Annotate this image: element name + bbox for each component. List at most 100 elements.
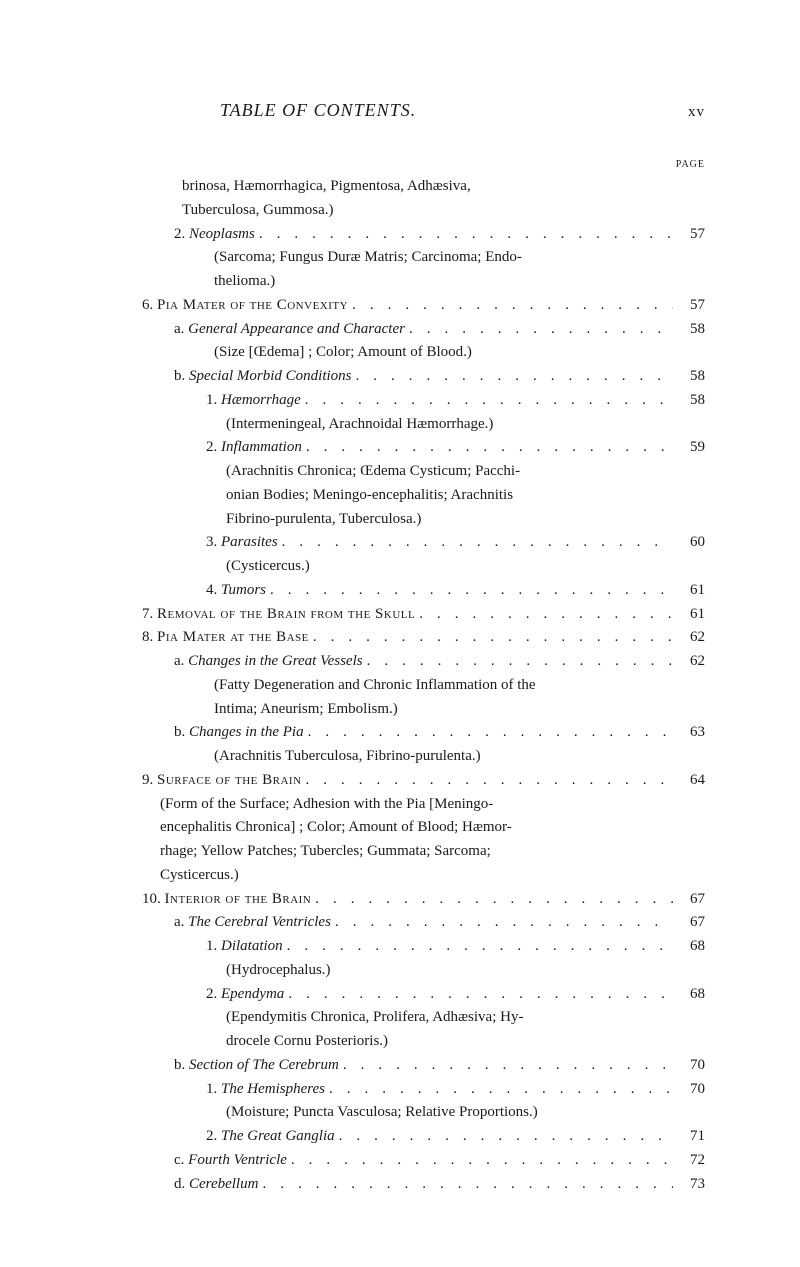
- toc-page-number: 62: [677, 651, 705, 673]
- toc-entry-text: c. Fourth Ventricle: [174, 1150, 287, 1172]
- toc-continuation: thelioma.): [110, 271, 705, 293]
- toc-leader-dots: ..................................: [259, 224, 673, 246]
- toc-leader-dots: ..................................: [367, 651, 673, 673]
- toc-page-number: 64: [677, 770, 705, 792]
- toc-leader-dots: ..................................: [282, 532, 673, 554]
- page-container: TABLE OF CONTENTS. xv PAGE brinosa, Hæmo…: [0, 0, 800, 1257]
- toc-leader-dots: ..................................: [313, 627, 673, 649]
- toc-entry-text: 9. Surface of the Brain: [142, 770, 302, 792]
- toc-continuation: drocele Cornu Posterioris.): [110, 1031, 705, 1053]
- toc-leader-dots: ..................................: [409, 319, 673, 341]
- toc-page-number: 72: [677, 1150, 705, 1172]
- toc-leader-dots: ..................................: [306, 437, 673, 459]
- toc-entry: 8. Pia Mater at the Base................…: [110, 627, 705, 649]
- toc-leader-dots: ..................................: [308, 722, 673, 744]
- toc-entry-text: b. Special Morbid Conditions: [174, 366, 352, 388]
- toc-entry-text: b. Section of The Cerebrum: [174, 1055, 339, 1077]
- toc-page-number: 68: [677, 984, 705, 1006]
- toc-entry: a. The Cerebral Ventricles..............…: [110, 912, 705, 934]
- toc-page-number: 61: [677, 604, 705, 626]
- toc-entry: 1. Dilatation...........................…: [110, 936, 705, 958]
- toc-page-number: 59: [677, 437, 705, 459]
- toc-continuation: Fibrino-purulenta, Tuberculosa.): [110, 509, 705, 531]
- toc-entry: 2. Ependyma.............................…: [110, 984, 705, 1006]
- toc-entry-text: 2. Ependyma: [206, 984, 284, 1006]
- toc-continuation: (Intermeningeal, Arachnoidal Hæmorrhage.…: [110, 414, 705, 436]
- toc-entry-text: 2. Inflammation: [206, 437, 302, 459]
- toc-entry-text: 6. Pia Mater of the Convexity: [142, 295, 348, 317]
- toc-entry-text: 1. Hæmorrhage: [206, 390, 301, 412]
- toc-leader-dots: ..................................: [305, 390, 673, 412]
- toc-entry-text: a. Changes in the Great Vessels: [174, 651, 363, 673]
- toc-entry-text: a. General Appearance and Character: [174, 319, 405, 341]
- toc-entry: c. Fourth Ventricle.....................…: [110, 1150, 705, 1172]
- toc-page-number: 58: [677, 319, 705, 341]
- toc-page-number: 67: [677, 889, 705, 911]
- toc-page-number: 60: [677, 532, 705, 554]
- toc-entry-text: 10. Interior of the Brain: [142, 889, 311, 911]
- toc-continuation: (Arachnitis Tuberculosa, Fibrino-purulen…: [110, 746, 705, 768]
- toc-continuation: brinosa, Hæmorrhagica, Pigmentosa, Adhæs…: [110, 176, 705, 198]
- toc-entry-text: d. Cerebellum: [174, 1174, 258, 1196]
- toc-entry: 2. The Great Ganglia....................…: [110, 1126, 705, 1148]
- toc-entry-text: a. The Cerebral Ventricles: [174, 912, 331, 934]
- toc-entry-text: b. Changes in the Pia: [174, 722, 304, 744]
- page-header: TABLE OF CONTENTS. xv: [110, 100, 705, 121]
- toc-continuation: Intima; Aneurism; Embolism.): [110, 699, 705, 721]
- toc-leader-dots: ..................................: [287, 936, 673, 958]
- toc-continuation: Cysticercus.): [110, 865, 705, 887]
- toc-entry: 2. Neoplasms............................…: [110, 224, 705, 246]
- toc-page-number: 57: [677, 224, 705, 246]
- toc-continuation: (Sarcoma; Fungus Duræ Matris; Carcinoma;…: [110, 247, 705, 269]
- toc-entry-text: 1. Dilatation: [206, 936, 283, 958]
- toc-continuation: Tuberculosa, Gummosa.): [110, 200, 705, 222]
- toc-entry: 7. Removal of the Brain from the Skull..…: [110, 604, 705, 626]
- toc-continuation: (Form of the Surface; Adhesion with the …: [110, 794, 705, 816]
- toc-leader-dots: ..................................: [288, 984, 673, 1006]
- header-title: TABLE OF CONTENTS.: [220, 100, 416, 121]
- toc-continuation: (Ependymitis Chronica, Prolifera, Adhæsi…: [110, 1007, 705, 1029]
- toc-entry: 10. Interior of the Brain...............…: [110, 889, 705, 911]
- table-of-contents: brinosa, Hæmorrhagica, Pigmentosa, Adhæs…: [110, 176, 705, 1195]
- toc-page-number: 57: [677, 295, 705, 317]
- toc-entry: 9. Surface of the Brain.................…: [110, 770, 705, 792]
- toc-leader-dots: ..................................: [339, 1126, 673, 1148]
- toc-entry: 1. The Hemispheres......................…: [110, 1079, 705, 1101]
- toc-entry-text: 4. Tumors: [206, 580, 266, 602]
- toc-page-number: 67: [677, 912, 705, 934]
- toc-entry: 1. Hæmorrhage...........................…: [110, 390, 705, 412]
- toc-leader-dots: ..................................: [262, 1174, 673, 1196]
- toc-page-number: 71: [677, 1126, 705, 1148]
- toc-continuation: (Cysticercus.): [110, 556, 705, 578]
- toc-entry-text: 2. Neoplasms: [174, 224, 255, 246]
- toc-leader-dots: ..................................: [419, 604, 673, 626]
- toc-continuation: onian Bodies; Meningo-encephalitis; Arac…: [110, 485, 705, 507]
- toc-entry: b. Section of The Cerebrum..............…: [110, 1055, 705, 1077]
- toc-entry-text: 7. Removal of the Brain from the Skull: [142, 604, 415, 626]
- toc-continuation: (Size [Œdema] ; Color; Amount of Blood.): [110, 342, 705, 364]
- toc-entry: 2. Inflammation.........................…: [110, 437, 705, 459]
- toc-leader-dots: ..................................: [270, 580, 673, 602]
- toc-leader-dots: ..................................: [306, 770, 673, 792]
- toc-entry-text: 1. The Hemispheres: [206, 1079, 325, 1101]
- toc-leader-dots: ..................................: [352, 295, 673, 317]
- toc-page-number: 63: [677, 722, 705, 744]
- toc-page-number: 58: [677, 366, 705, 388]
- toc-page-number: 62: [677, 627, 705, 649]
- toc-leader-dots: ..................................: [291, 1150, 673, 1172]
- toc-entry: d. Cerebellum...........................…: [110, 1174, 705, 1196]
- toc-entry-text: 2. The Great Ganglia: [206, 1126, 335, 1148]
- page-column-label: PAGE: [110, 159, 705, 170]
- toc-entry: 4. Tumors...............................…: [110, 580, 705, 602]
- toc-continuation: (Fatty Degeneration and Chronic Inflamma…: [110, 675, 705, 697]
- toc-continuation: rhage; Yellow Patches; Tubercles; Gummat…: [110, 841, 705, 863]
- toc-continuation: (Moisture; Puncta Vasculosa; Relative Pr…: [110, 1102, 705, 1124]
- toc-page-number: 70: [677, 1055, 705, 1077]
- toc-entry-text: 8. Pia Mater at the Base: [142, 627, 309, 649]
- toc-continuation: encephalitis Chronica] ; Color; Amount o…: [110, 817, 705, 839]
- toc-page-number: 73: [677, 1174, 705, 1196]
- toc-entry: b. Special Morbid Conditions............…: [110, 366, 705, 388]
- toc-continuation: (Arachnitis Chronica; Œdema Cysticum; Pa…: [110, 461, 705, 483]
- toc-leader-dots: ..................................: [315, 889, 673, 911]
- toc-page-number: 70: [677, 1079, 705, 1101]
